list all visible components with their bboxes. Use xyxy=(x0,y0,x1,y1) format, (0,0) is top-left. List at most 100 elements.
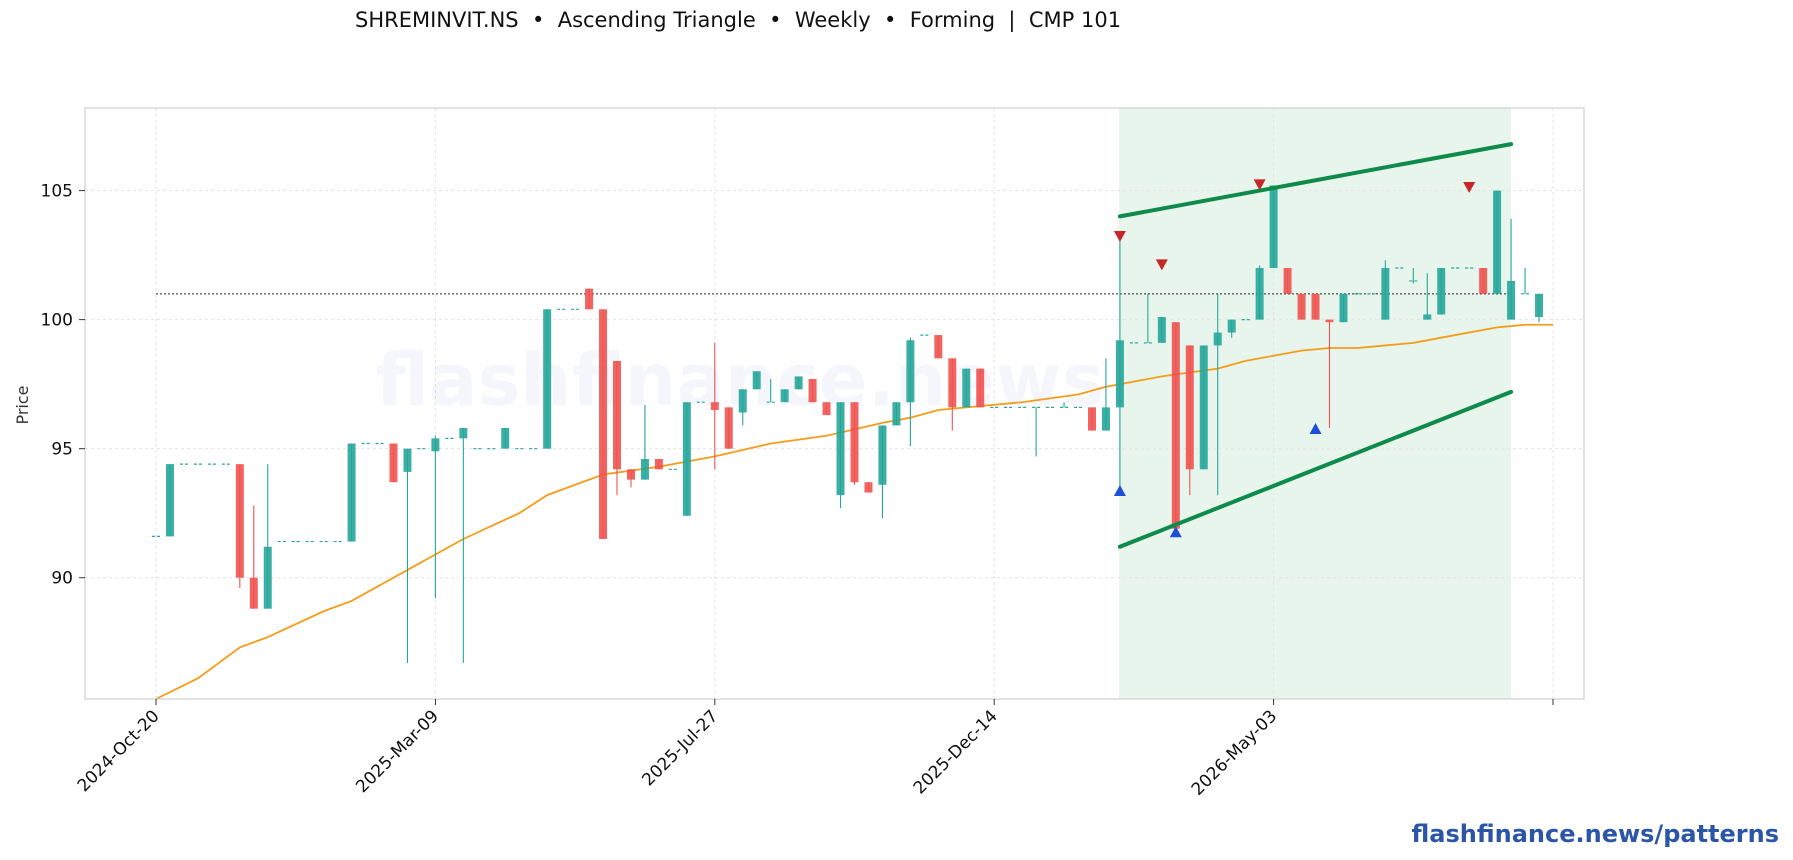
candle-body xyxy=(1325,319,1334,323)
candle-body xyxy=(850,402,859,483)
candle xyxy=(1227,319,1236,338)
candle xyxy=(682,402,691,516)
candle xyxy=(585,288,594,310)
candle xyxy=(948,358,957,431)
candle-body xyxy=(1283,268,1292,294)
candle-body xyxy=(1115,340,1124,408)
candle xyxy=(501,428,510,449)
candle xyxy=(1521,268,1530,295)
candle xyxy=(1060,402,1069,408)
candle-body xyxy=(1101,407,1110,431)
candle-body xyxy=(165,464,174,537)
candle xyxy=(1032,406,1041,457)
candle xyxy=(235,464,244,589)
candle-body xyxy=(948,358,957,408)
candle-body xyxy=(1479,268,1488,294)
candle-body xyxy=(864,482,873,493)
candle-body xyxy=(1493,190,1502,294)
candle xyxy=(1325,319,1334,429)
candle xyxy=(1171,322,1180,532)
candle xyxy=(1437,268,1446,315)
footer-link[interactable]: flashfinance.news/patterns xyxy=(1411,820,1779,848)
peak-marker xyxy=(1155,259,1168,271)
peak-marker xyxy=(1463,182,1476,194)
candle xyxy=(389,443,398,483)
candle-body xyxy=(934,335,943,359)
candle-body xyxy=(1199,345,1208,470)
candle-body xyxy=(585,288,594,310)
candle-body xyxy=(1087,407,1096,431)
candle-body xyxy=(1507,280,1516,320)
trend-lines-layer xyxy=(1117,142,1514,549)
candle-body xyxy=(1381,268,1390,320)
candle-body xyxy=(431,438,440,452)
candle xyxy=(1101,358,1110,431)
candle xyxy=(724,407,733,449)
candle-body xyxy=(976,368,985,408)
candle xyxy=(626,469,635,488)
x-tick-label: 2024-Oct-20 xyxy=(74,706,164,796)
candle xyxy=(599,309,608,539)
candle xyxy=(878,425,887,519)
candle xyxy=(543,309,552,449)
candle-body xyxy=(892,402,901,426)
candle-body xyxy=(878,425,887,485)
candle xyxy=(403,448,412,663)
candle xyxy=(165,464,174,537)
candle xyxy=(1087,407,1096,431)
candle-body xyxy=(1535,293,1544,318)
candle-body xyxy=(808,378,817,403)
candle xyxy=(1199,345,1208,470)
candle xyxy=(1185,345,1194,496)
y-tick-label: 105 xyxy=(41,182,73,202)
candle xyxy=(1507,218,1516,320)
candle-body xyxy=(780,389,789,403)
x-tick-label: 2026-May-03 xyxy=(1188,706,1281,799)
candle-body xyxy=(543,309,552,449)
candle xyxy=(640,404,649,480)
candle-body xyxy=(710,402,719,410)
x-tick-label: 2025-Dec-14 xyxy=(910,706,1002,798)
candle xyxy=(962,368,971,408)
candle xyxy=(1297,293,1306,320)
y-tick-label: 100 xyxy=(41,311,73,331)
candle xyxy=(1409,268,1418,284)
candle xyxy=(906,337,915,447)
candle-body xyxy=(1185,345,1194,470)
candle xyxy=(1339,293,1348,323)
candle-body xyxy=(1311,293,1320,320)
candle-body xyxy=(235,464,244,578)
trough-marker xyxy=(1169,526,1182,538)
candle xyxy=(1423,273,1432,320)
candle xyxy=(1311,293,1320,320)
candle xyxy=(1381,260,1390,320)
candle-body xyxy=(1157,317,1166,343)
candle-body xyxy=(1339,293,1348,323)
candle-body xyxy=(1255,268,1264,320)
y-tick-label: 90 xyxy=(51,569,73,589)
candle xyxy=(780,389,789,403)
candle xyxy=(766,378,775,403)
chart-title: SHREMINVIT.NS • Ascending Triangle • Wee… xyxy=(355,8,1122,32)
candle-body xyxy=(962,368,971,408)
candle xyxy=(710,342,719,470)
candle-body xyxy=(347,443,356,542)
candle xyxy=(1255,265,1264,320)
candle-body xyxy=(389,443,398,483)
candle-body xyxy=(613,360,622,470)
candle xyxy=(1115,237,1124,490)
candle-body xyxy=(626,469,635,480)
candle xyxy=(836,402,845,509)
candles-layer xyxy=(152,185,1544,663)
candle-body xyxy=(1297,293,1306,320)
candle-body xyxy=(1437,268,1446,315)
candle-body xyxy=(906,340,915,403)
plot-frame xyxy=(84,107,1585,700)
candle xyxy=(1479,268,1488,294)
candle xyxy=(1269,185,1278,269)
candle-body xyxy=(794,376,803,390)
markers-layer xyxy=(1113,179,1476,538)
candle xyxy=(263,464,272,609)
candle-body xyxy=(263,546,272,609)
